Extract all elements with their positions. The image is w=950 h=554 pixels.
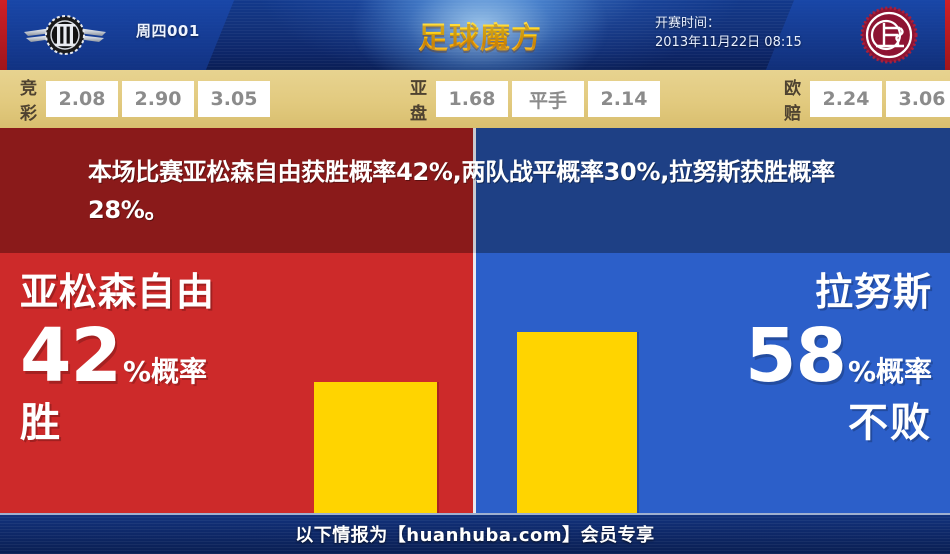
- odds-cell[interactable]: 2.14: [588, 81, 660, 117]
- odds-group-jingcai: 竞彩 2.08 2.90 3.05: [20, 74, 274, 124]
- summary-band: 本场比赛亚松森自由获胜概率42%,两队战平概率30%,拉努斯获胜概率28%。: [0, 128, 950, 253]
- brand-logo: 足球魔方: [410, 6, 550, 64]
- lanus-circular-crest-icon: [860, 6, 918, 64]
- header-bar: 周四001 足球魔方 开赛时间： 2013年11月22日 08:15: [0, 0, 950, 70]
- home-percent-value: 42: [20, 313, 122, 399]
- header-glow: [350, 0, 610, 70]
- kickoff-time-value: 2013年11月22日 08:15: [655, 35, 802, 50]
- odds-group-yapan: 亚盘 1.68 平手 2.14: [410, 74, 664, 124]
- home-stats-block: 亚松森自由 42 %概率 胜: [20, 269, 300, 447]
- panel-divider: [473, 253, 476, 513]
- odds-cell[interactable]: 3.05: [198, 81, 270, 117]
- odds-cell[interactable]: 平手: [512, 81, 584, 117]
- header-right-accent-strip: [945, 0, 950, 70]
- odds-group-label: 欧赔: [784, 79, 802, 124]
- summary-band-left: [0, 128, 475, 253]
- away-probability-bar: [517, 332, 637, 513]
- home-team-name: 亚松森自由: [20, 270, 216, 314]
- odds-cell[interactable]: 1.68: [436, 81, 508, 117]
- home-outcome-label: 胜: [20, 400, 62, 446]
- odds-group-label: 亚盘: [410, 79, 428, 124]
- away-percent-unit: %概率: [847, 355, 932, 388]
- summary-band-divider: [473, 128, 476, 253]
- libertad-winged-crest-icon: [22, 12, 108, 58]
- away-percent-value: 58: [744, 313, 847, 399]
- summary-band-right: [475, 128, 950, 253]
- odds-bar: 竞彩 2.08 2.90 3.05 亚盘 1.68 平手 2.14 欧赔 2.2…: [0, 70, 950, 128]
- odds-cell[interactable]: 2.90: [122, 81, 194, 117]
- away-outcome-label: 不败: [848, 400, 932, 446]
- kickoff-time-block: 开赛时间： 2013年11月22日 08:15: [655, 14, 802, 52]
- probability-chart: 亚松森自由 42 %概率 胜 拉努斯 58 %概率 不败: [0, 253, 950, 513]
- header-left-accent-strip: [0, 0, 7, 70]
- away-percent-row: 58 %概率: [632, 319, 932, 393]
- away-team-name: 拉努斯: [814, 270, 932, 314]
- odds-group-label: 竞彩: [20, 79, 38, 124]
- away-stats-block: 拉努斯 58 %概率 不败: [632, 269, 932, 447]
- home-percent-row: 42 %概率: [20, 319, 300, 393]
- kickoff-time-label: 开赛时间：: [655, 16, 721, 31]
- odds-cell[interactable]: 2.08: [46, 81, 118, 117]
- home-percent-unit: %概率: [122, 355, 208, 388]
- home-probability-bar: [314, 382, 437, 513]
- footer-bar: 以下情报为【huanhuba.com】会员专享: [0, 513, 950, 554]
- match-code-label: 周四001: [136, 22, 200, 40]
- footer-text: 以下情报为【huanhuba.com】会员专享: [295, 524, 655, 546]
- odds-cell[interactable]: 3.06: [886, 81, 950, 117]
- brand-logo-text: 足球魔方: [418, 13, 542, 57]
- summary-text: 本场比赛亚松森自由获胜概率42%,两队战平概率30%,拉努斯获胜概率28%。: [88, 158, 835, 224]
- footer-separator: [0, 513, 950, 515]
- odds-group-oupei: 欧赔 2.24 3.06 3.08: [784, 74, 950, 124]
- odds-cell[interactable]: 2.24: [810, 81, 882, 117]
